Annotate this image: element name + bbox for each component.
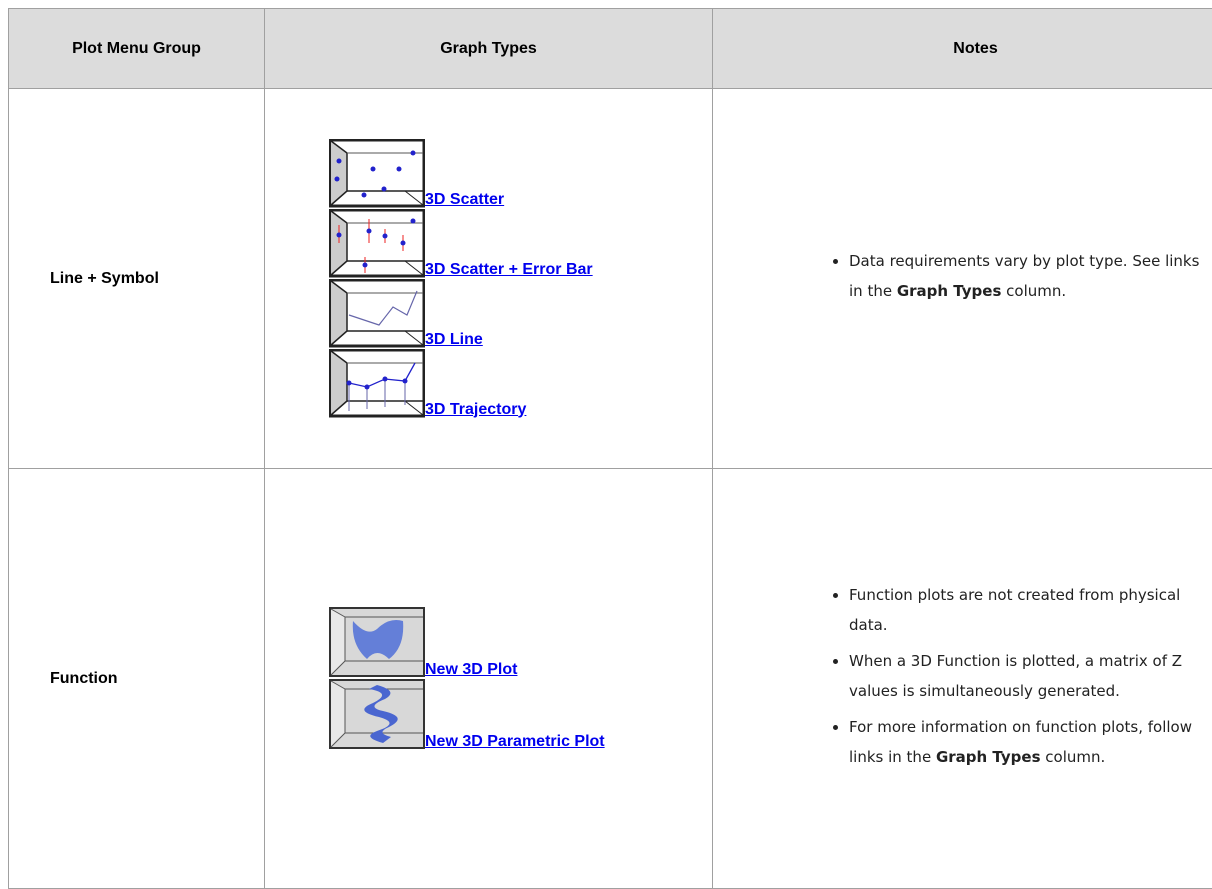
notes-list: Function plots are not created from phys… [713,580,1204,772]
graph-types-cell: New 3D Plot New 3D Parametric Plot [265,469,713,889]
graph-icon [329,679,425,751]
row: Function New 3D Plot New 3D Parametric P… [9,469,1212,889]
graph-icon [329,279,425,349]
graph-link[interactable]: New 3D Parametric Plot [425,733,605,750]
notes-cell: Data requirements vary by plot type. See… [713,89,1212,469]
graph-icon [329,349,425,419]
note-text: Function plots are not created from phys… [849,586,1180,634]
graph-type: 3D Scatter + Error Bar [313,209,665,279]
note: For more information on function plots, … [849,712,1204,772]
note: Data requirements vary by plot type. See… [849,246,1204,306]
note-text: column. [1041,748,1106,766]
graph-type: 3D Trajectory [313,349,665,419]
note-text: When a 3D Function is plotted, a matrix … [849,652,1182,700]
graph-types-cell: 3D Scatter 3D Scatter + Error Bar 3D Lin… [265,89,713,469]
group-cell: Line + Symbol [9,89,265,469]
graph-link[interactable]: 3D Scatter + Error Bar [425,261,593,278]
page: Plot Menu Group Graph Types Notes Line +… [0,0,1212,857]
graph-icon [329,209,425,279]
graph-link[interactable]: 3D Scatter [425,191,504,208]
graph-type: 3D Scatter [313,139,665,209]
note-text: column. [1001,282,1066,300]
graph-type: New 3D Parametric Plot [313,679,665,751]
header-cell: Notes [713,9,1212,89]
note-text: Graph Types [936,748,1041,766]
graph-link[interactable]: New 3D Plot [425,661,517,678]
graph-type: 3D Line [313,279,665,349]
note: When a 3D Function is plotted, a matrix … [849,646,1204,706]
graph-icon [329,607,425,679]
plot-table: Plot Menu Group Graph Types Notes Line +… [8,8,1212,889]
header-cell: Graph Types [265,9,713,89]
header-cell: Plot Menu Group [9,9,265,89]
group-cell: Function [9,469,265,889]
graph-link[interactable]: 3D Line [425,331,483,348]
graph-icon [329,139,425,209]
note: Function plots are not created from phys… [849,580,1204,640]
note-text: Graph Types [897,282,1002,300]
graph-type: New 3D Plot [313,607,665,679]
row: Line + Symbol 3D Scatter 3D Scatter + Er… [9,89,1212,469]
notes-list: Data requirements vary by plot type. See… [713,246,1204,306]
header-row: Plot Menu Group Graph Types Notes [9,9,1212,89]
notes-cell: Function plots are not created from phys… [713,469,1212,889]
graph-link[interactable]: 3D Trajectory [425,401,526,418]
